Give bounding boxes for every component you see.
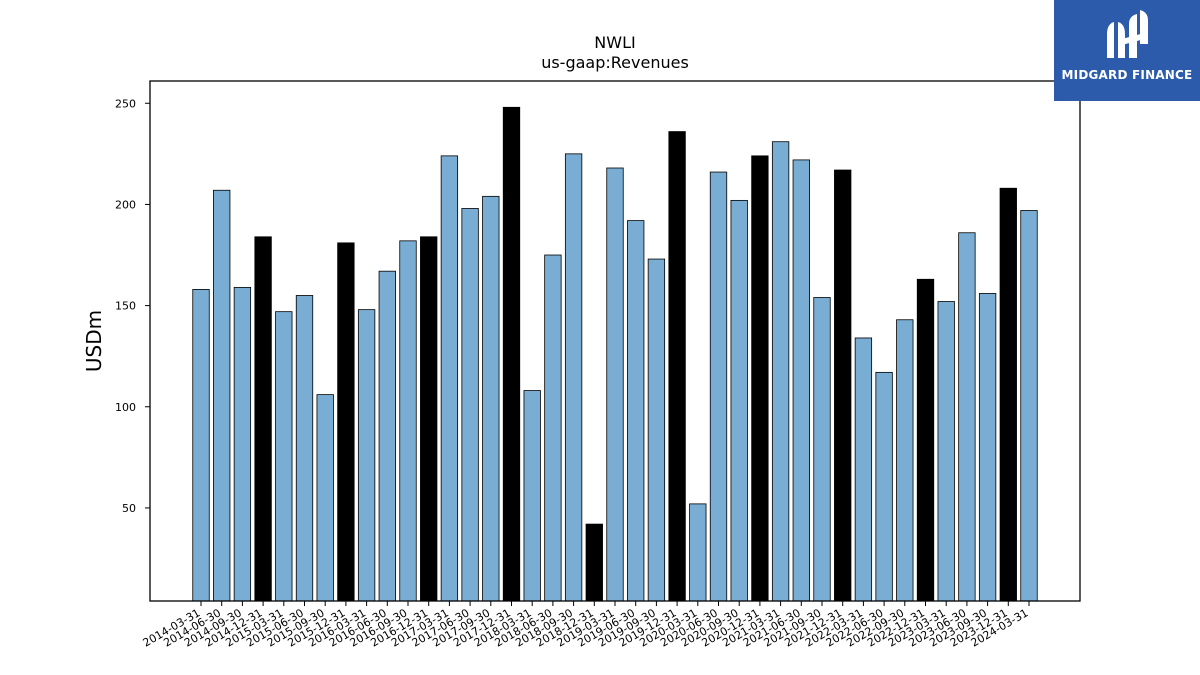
- y-tick-label: 100: [115, 401, 136, 414]
- y-tick-label: 150: [115, 300, 136, 313]
- y-axis-label: USDm: [82, 310, 106, 372]
- bar-2020-09-30: [730, 199, 748, 602]
- chart-title: NWLI: [594, 33, 635, 52]
- bar-2017-09-30: [482, 195, 500, 602]
- brand-name: MIDGARD FINANCE: [1061, 68, 1193, 82]
- brand-logo: MIDGARD FINANCE: [1054, 0, 1200, 101]
- bar-2016-09-30: [399, 240, 417, 602]
- bar-2019-06-30: [627, 220, 645, 602]
- bar-2016-06-30: [378, 270, 396, 602]
- bar-2017-03-31: [440, 155, 459, 602]
- logo-mark-icon: [1107, 10, 1148, 58]
- bar-2021-06-30: [792, 159, 810, 602]
- bar-2015-03-31: [275, 311, 293, 602]
- bar-2016-12-31: [420, 236, 438, 602]
- bar-2018-06-30: [544, 254, 562, 602]
- bar-2023-09-30: [978, 293, 997, 602]
- bar-2024-03-31: [1020, 210, 1038, 602]
- bar-2019-03-31: [606, 167, 624, 602]
- bars-group: [192, 106, 1038, 602]
- bar-2021-03-31: [771, 141, 790, 602]
- chart-subtitle: us-gaap:Revenues: [541, 53, 689, 72]
- bar-2020-03-31: [689, 503, 707, 602]
- y-tick-label: 50: [122, 502, 136, 515]
- bar-2015-09-30: [316, 394, 334, 602]
- bar-2018-12-31: [585, 523, 603, 602]
- bar-2021-12-31: [834, 169, 852, 602]
- y-ticks-group: 50 100 150 200 250: [115, 97, 150, 515]
- x-ticks-group: 2014-03-312014-06-302014-09-302014-12-31…: [141, 601, 1031, 650]
- bar-2014-03-31: [192, 288, 210, 602]
- bar-2022-03-31: [854, 337, 873, 602]
- bar-2014-06-30: [213, 189, 231, 602]
- bar-2022-06-30: [875, 371, 893, 602]
- y-tick-label: 200: [115, 198, 136, 211]
- bar-2022-12-31: [916, 278, 935, 602]
- bar-2015-06-30: [295, 295, 314, 602]
- bar-2019-12-31: [668, 131, 686, 602]
- bar-2020-06-30: [709, 171, 728, 602]
- bar-2015-12-31: [337, 242, 355, 602]
- bar-2016-03-31: [357, 309, 376, 602]
- bar-2017-06-30: [461, 208, 479, 602]
- bar-2014-12-31: [254, 236, 272, 602]
- bar-2014-09-30: [233, 286, 252, 602]
- bar-2022-09-30: [896, 319, 914, 602]
- bar-2021-09-30: [813, 297, 831, 602]
- bar-2019-09-30: [647, 258, 666, 602]
- bar-2018-03-31: [523, 390, 541, 602]
- bar-2017-12-31: [502, 106, 521, 602]
- bar-2023-03-31: [937, 301, 955, 602]
- y-tick-label: 250: [115, 97, 136, 110]
- bar-2018-09-30: [564, 153, 583, 602]
- bar-2023-12-31: [999, 187, 1017, 602]
- bar-2023-06-30: [958, 232, 976, 602]
- plot-frame: [149, 80, 1081, 602]
- bar-2020-12-31: [751, 155, 769, 602]
